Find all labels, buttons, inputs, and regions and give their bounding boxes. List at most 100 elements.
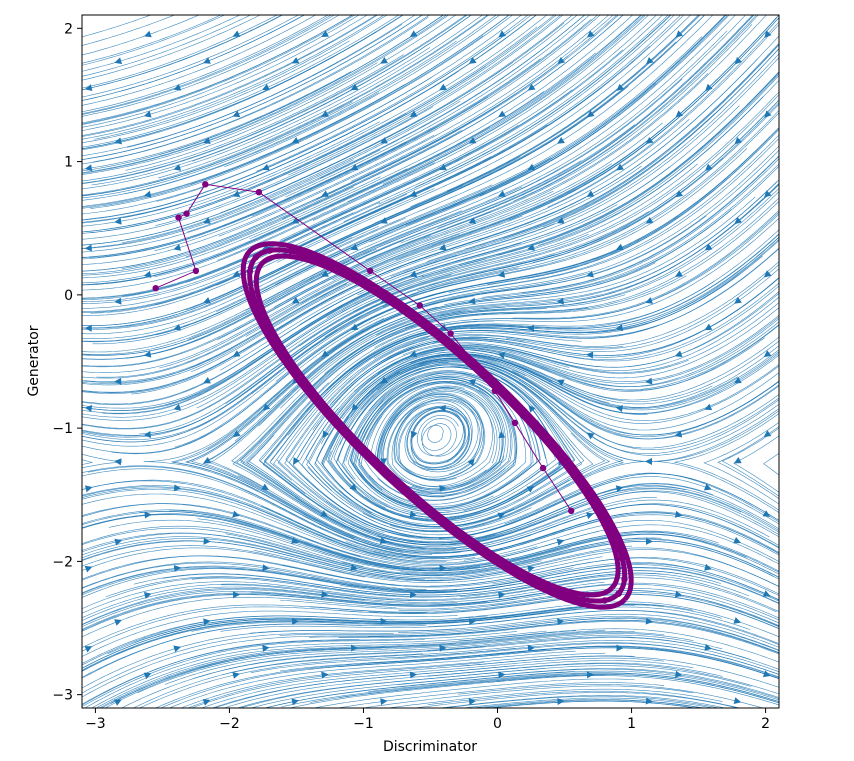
streamline [488,646,779,680]
streamline [122,49,624,297]
streamline [82,22,565,246]
streamline [82,261,401,386]
streamline [470,240,779,335]
streamline [82,186,354,276]
flow-arrow [527,163,536,171]
streamline [222,15,537,190]
streamline [398,616,779,651]
streamline [537,75,779,246]
streamline [82,40,457,199]
flow-arrow [586,190,595,197]
streamline [336,682,665,708]
flow-arrow [322,430,330,439]
flow-arrow [439,83,447,91]
streamline [82,96,488,260]
streamline [82,547,365,578]
streamline [82,15,468,185]
streamline [82,513,422,571]
trajectory-point [447,330,454,337]
flow-arrow [232,30,241,37]
flow-arrow [321,671,329,679]
flow-arrow [615,324,624,332]
y-tick-label: 2 [64,21,73,37]
streamline [82,234,589,429]
streamline [507,345,779,408]
streamline [298,94,779,347]
streamline [125,15,457,171]
flow-arrow [645,377,653,385]
flow-arrow [143,190,152,198]
flow-arrow [232,110,241,118]
streamline [82,92,379,201]
streamline [280,588,779,624]
flow-arrow [527,644,535,652]
trajectory-point [619,555,626,562]
flow-arrow [173,484,182,492]
trajectory-point [255,189,263,196]
streamline [218,15,610,237]
flow-arrow [498,671,506,679]
flow-arrow [733,457,742,464]
streamline [253,15,564,195]
streamline [82,632,394,694]
trajectory-point [266,247,273,254]
streamline [82,15,532,221]
trajectory-point [192,267,200,275]
streamline [361,685,694,708]
streamline [397,406,464,482]
streamline [250,613,779,648]
flow-arrow [291,537,299,544]
streamline [82,275,424,418]
limit-cycle-band [253,253,621,598]
flow-arrow [380,137,388,144]
trajectory-point [580,596,587,603]
streamline [82,606,606,671]
streamline [131,165,642,395]
flow-arrow [173,403,182,411]
streamline [335,321,779,415]
streamline [82,566,516,594]
streamline [412,134,779,305]
flow-arrow [734,296,742,304]
streamline [416,103,779,292]
streamline [154,649,546,708]
streamline [518,379,779,455]
streamline [247,105,740,365]
streamline [82,15,222,64]
flow-arrow [586,270,594,278]
streamline [733,435,779,493]
streamline [89,52,596,286]
flow-arrow [586,512,594,520]
flow-arrow [733,376,742,384]
streamline [452,359,779,449]
trajectory-point [183,210,190,217]
streamline [82,485,388,557]
flow-arrow [764,30,772,38]
streamline [104,647,392,708]
streamline [358,380,506,494]
flow-arrow [703,483,712,491]
flow-arrow [674,510,683,518]
flow-arrow [84,324,92,332]
flow-arrow [321,30,329,37]
streamline [82,15,340,117]
trajectory-point [511,419,519,426]
streamline [82,489,538,564]
streamline [349,163,779,345]
flow-arrow [645,217,654,224]
streamline [95,630,606,708]
trajectory-point [277,347,284,354]
streamline [468,296,779,371]
streamline [489,617,779,653]
streamline [511,370,779,431]
streamline [263,670,779,708]
streamline [91,630,576,708]
streamline [211,660,694,708]
streamline [328,364,575,521]
streamline [674,413,779,511]
trajectory-point [287,248,295,255]
flow-arrow [232,430,241,438]
flow-arrow [439,564,447,572]
flow-arrow [468,698,477,706]
trajectory-point [348,272,355,279]
